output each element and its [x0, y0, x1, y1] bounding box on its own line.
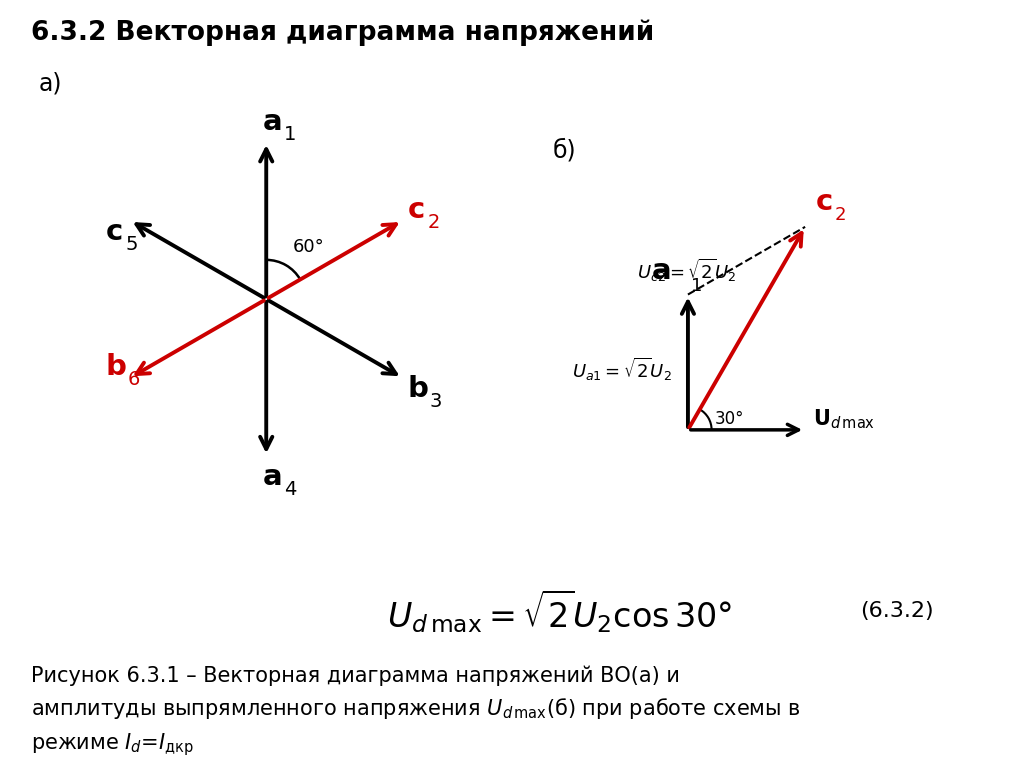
Text: $U_{d\,\max} = \sqrt{2}U_2\cos30°$: $U_{d\,\max} = \sqrt{2}U_2\cos30°$: [387, 588, 732, 635]
Text: Рисунок 6.3.1 – Векторная диаграмма напряжений ВО(а) и
амплитуды выпрямленного н: Рисунок 6.3.1 – Векторная диаграмма напр…: [31, 666, 801, 759]
Text: b: b: [105, 353, 127, 380]
Text: 3: 3: [429, 392, 441, 410]
Text: 4: 4: [284, 479, 296, 499]
Text: c: c: [408, 196, 425, 224]
Text: 6.3.2 Векторная диаграмма напряжений: 6.3.2 Векторная диаграмма напряжений: [31, 19, 654, 46]
Text: b: b: [408, 374, 428, 403]
Text: a: a: [652, 257, 672, 285]
Text: $U_{a1}=\sqrt{2}U_2$: $U_{a1}=\sqrt{2}U_2$: [571, 355, 672, 383]
Text: а): а): [39, 71, 62, 95]
Text: a: a: [263, 463, 283, 491]
Text: 2: 2: [427, 212, 439, 232]
Text: c: c: [816, 188, 834, 216]
Text: 1: 1: [690, 277, 702, 295]
Text: 30°: 30°: [715, 410, 744, 429]
Text: 5: 5: [126, 235, 138, 254]
Text: 60°: 60°: [293, 238, 325, 256]
Text: 6: 6: [127, 370, 139, 389]
Text: 1: 1: [284, 125, 296, 143]
Text: (6.3.2): (6.3.2): [859, 601, 933, 621]
Text: 2: 2: [835, 206, 847, 224]
Text: $U_{c2}=\sqrt{2}U_2$: $U_{c2}=\sqrt{2}U_2$: [637, 257, 736, 285]
Text: б): б): [553, 139, 577, 163]
Text: $\mathbf{U}_{d\,\mathrm{max}}$: $\mathbf{U}_{d\,\mathrm{max}}$: [813, 407, 876, 431]
Text: a: a: [263, 107, 283, 136]
Text: c: c: [105, 218, 123, 245]
